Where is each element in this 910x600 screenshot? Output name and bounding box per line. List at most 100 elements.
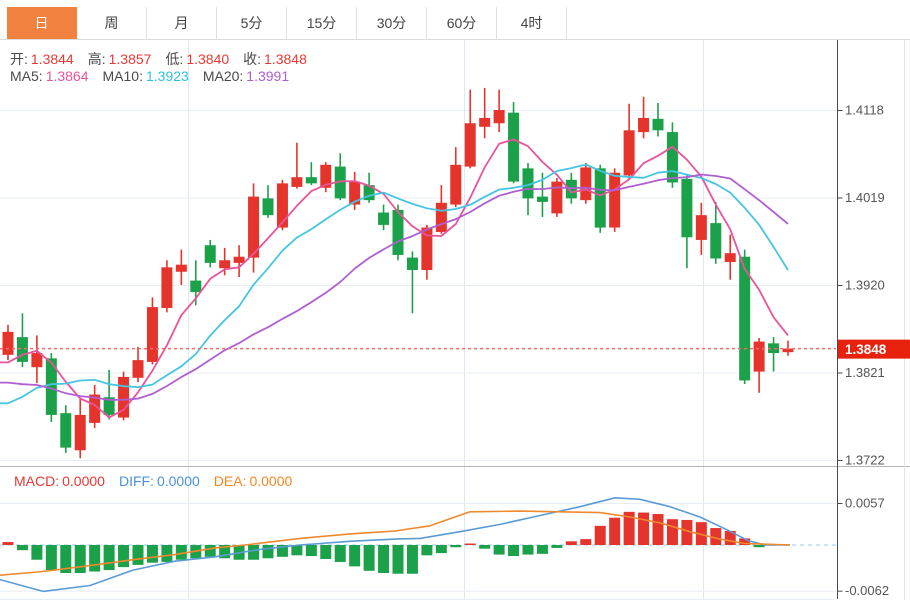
candle-body xyxy=(768,343,780,354)
macd-bar xyxy=(435,545,447,554)
macd-bar xyxy=(89,545,101,572)
current-price-tag-text: 1.3848 xyxy=(845,342,887,357)
ma20-value: 1.3991 xyxy=(246,68,290,84)
candle-body xyxy=(45,358,57,415)
macd-legend: MACD: 0.0000 DIFF: 0.0000 DEA: 0.0000 xyxy=(14,473,306,489)
candle-body xyxy=(464,123,476,167)
candle-body xyxy=(60,413,72,448)
candle-body xyxy=(594,168,606,228)
candle-body xyxy=(623,130,635,176)
macd-bar xyxy=(161,545,173,562)
macd-bar xyxy=(2,542,14,545)
macd-bar xyxy=(175,545,187,560)
tab-30min[interactable]: 30分 xyxy=(357,7,427,39)
low-group: 低: 1.3840 xyxy=(165,49,229,69)
axis-label: 1.4118 xyxy=(845,103,884,118)
macd-bar xyxy=(378,545,390,573)
candle-body xyxy=(146,307,158,362)
ohlc-legend: 开: 1.3844 高: 1.3857 低: 1.3840 收: 1.3848 xyxy=(10,49,321,69)
ma10-group: MA10: 1.3923 xyxy=(103,68,189,84)
ma5-line xyxy=(0,138,789,419)
macd-bar xyxy=(623,511,635,545)
candle-body xyxy=(89,394,101,423)
axis-label: 1.4019 xyxy=(845,190,885,205)
axis-label: 0.0057 xyxy=(845,496,885,511)
tab-week[interactable]: 周 xyxy=(77,7,147,39)
tab-month[interactable]: 月 xyxy=(147,7,217,39)
candle-body xyxy=(522,168,534,199)
candle-body xyxy=(262,198,274,216)
candle-body xyxy=(609,172,621,228)
price-axis-labels: 1.4118 1.4019 1.3920 1.3821 1.3722 0.0057 -0.0… xyxy=(837,103,889,598)
macd-bar xyxy=(118,545,130,568)
macd-bar xyxy=(724,531,736,545)
candle-body xyxy=(291,177,303,187)
macd-bar xyxy=(638,512,650,545)
close-value: 1.3848 xyxy=(264,51,307,67)
tab-5min[interactable]: 5分 xyxy=(217,7,287,39)
candle-body xyxy=(31,353,43,368)
candle-body xyxy=(739,256,751,381)
candle-body xyxy=(103,397,115,415)
tab-15min[interactable]: 15分 xyxy=(287,7,357,39)
ma10-value: 1.3923 xyxy=(145,68,189,84)
tab-4hour[interactable]: 4时 xyxy=(497,7,567,39)
candle-body xyxy=(16,337,28,362)
ma5-value: 1.3864 xyxy=(45,68,89,84)
macd-bar xyxy=(132,545,144,565)
candle-body xyxy=(753,341,765,372)
low-value: 1.3840 xyxy=(186,51,230,67)
macd-bar xyxy=(609,517,621,545)
macd-bar xyxy=(262,545,274,559)
candle-body xyxy=(320,164,332,188)
candle-body xyxy=(378,212,390,225)
candle-body xyxy=(435,202,447,232)
ma10-label: MA10: xyxy=(102,68,143,84)
macd-value: 0.0000 xyxy=(62,473,105,489)
candle-body xyxy=(406,257,418,270)
macd-bar xyxy=(464,543,476,545)
candlesticks xyxy=(2,87,794,459)
candle-body xyxy=(450,164,462,205)
axis-label: 1.3821 xyxy=(845,365,885,380)
candle-body xyxy=(536,196,548,202)
candle-body xyxy=(695,215,707,240)
close-label: 收: xyxy=(243,51,262,67)
candle-body xyxy=(2,331,14,355)
candle-body xyxy=(638,117,650,133)
macd-bar xyxy=(536,545,548,554)
ma20-group: MA20: 1.3991 xyxy=(203,68,289,84)
macd-bar xyxy=(16,545,28,551)
candle-body xyxy=(175,264,187,272)
axis-label: 1.3722 xyxy=(845,453,885,468)
axis-label: 1.3920 xyxy=(845,278,885,293)
candle-body xyxy=(74,414,86,451)
macd-bar xyxy=(652,514,664,545)
macd-bar xyxy=(479,545,491,549)
macd-bar xyxy=(710,528,722,545)
macd-bar xyxy=(291,545,303,556)
candle-body xyxy=(508,112,520,182)
tab-60min[interactable]: 60分 xyxy=(427,7,497,39)
candle-body xyxy=(204,245,216,263)
tab-day[interactable]: 日 xyxy=(7,7,77,39)
macd-bar xyxy=(31,545,43,560)
candle-body xyxy=(233,256,245,263)
diff-label: DIFF: xyxy=(118,473,154,489)
timeframe-tabbar: 日周月 5分 15分 30分 60分 4时 xyxy=(0,0,910,40)
macd-bar xyxy=(45,545,57,571)
candle-body xyxy=(421,227,433,270)
candle-body xyxy=(161,267,173,308)
ma5-label: MA5: xyxy=(10,68,43,84)
macd-bar xyxy=(320,545,332,559)
macd-bar xyxy=(103,545,115,571)
macd-bar xyxy=(753,545,765,548)
ma5-group: MA5: 1.3864 xyxy=(10,68,89,84)
macd-bar xyxy=(305,545,317,557)
macd-histogram xyxy=(2,511,765,574)
candle-body xyxy=(363,185,375,201)
ma-legend: MA5: 1.3864 MA10: 1.3923 MA20: 1.3991 xyxy=(10,68,303,84)
open-group: 开: 1.3844 xyxy=(10,49,74,69)
macd-bar xyxy=(551,545,563,548)
